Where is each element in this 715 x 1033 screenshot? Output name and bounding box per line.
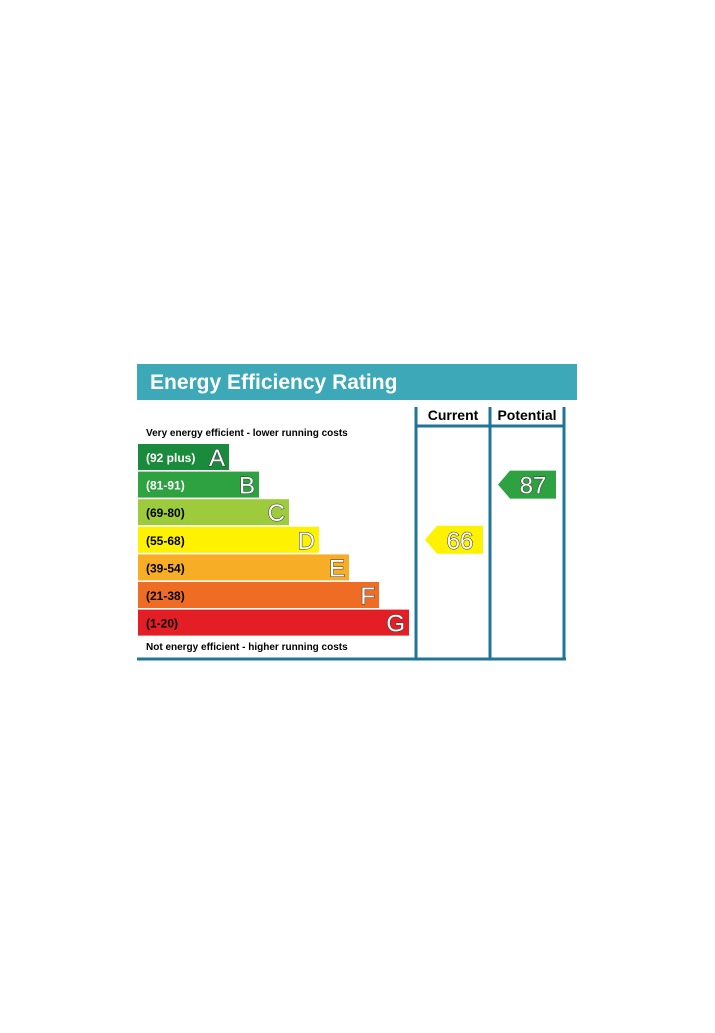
potential-column-header: Potential [497, 407, 556, 423]
rating-columns-frame [137, 407, 566, 661]
potential-rating-arrow-value: 87 [520, 473, 547, 500]
band-bar [138, 444, 229, 470]
band-range-label: (21-38) [146, 589, 185, 603]
band-c: (69-80) C [138, 499, 289, 528]
band-bar [138, 471, 259, 498]
band-bar [138, 582, 379, 608]
top-note: Very energy efficient - lower running co… [146, 428, 348, 439]
current-rating-arrow-shape [425, 525, 483, 554]
band-bar [138, 526, 319, 553]
band-range-label: (55-68) [146, 534, 185, 548]
current-column-header: Current [428, 407, 479, 423]
current-rating-arrow-value: 66 [447, 528, 474, 555]
band-letter: B [239, 473, 255, 500]
chart-title: Energy Efficiency Rating [150, 371, 397, 394]
band-e: (39-54) E [138, 554, 349, 583]
bottom-note: Not energy efficient - higher running co… [146, 642, 348, 653]
band-range-label: (1-20) [146, 617, 178, 631]
band-letter: C [268, 500, 285, 527]
band-range-label: (92 plus) [146, 451, 195, 465]
band-bar [138, 554, 349, 581]
band-letter: F [360, 583, 375, 610]
potential-rating-arrow: 87 [498, 470, 556, 500]
band-g: (1-20) G [138, 609, 409, 638]
band-range-label: (69-80) [146, 506, 185, 520]
band-range-label: (81-91) [146, 479, 185, 493]
band-bar [138, 609, 409, 636]
chart-header-bar [137, 364, 577, 400]
current-rating-arrow: 66 [425, 525, 483, 555]
band-letter: A [209, 445, 225, 472]
band-a: (92 plus) A [138, 444, 229, 473]
potential-rating-arrow-shape [498, 470, 556, 499]
band-range-label: (39-54) [146, 561, 185, 575]
band-d: (55-68) D [138, 526, 319, 555]
rating-bands: (92 plus) A(81-91) B(69-80) C(55-68) D(39-54… [138, 444, 409, 638]
band-letter: G [386, 611, 405, 638]
band-f: (21-38) F [138, 582, 379, 611]
band-bar [138, 499, 289, 526]
band-letter: E [329, 555, 345, 582]
rating-arrows: 66 87 [425, 470, 556, 555]
band-letter: D [298, 528, 315, 555]
band-b: (81-91) B [138, 471, 259, 500]
